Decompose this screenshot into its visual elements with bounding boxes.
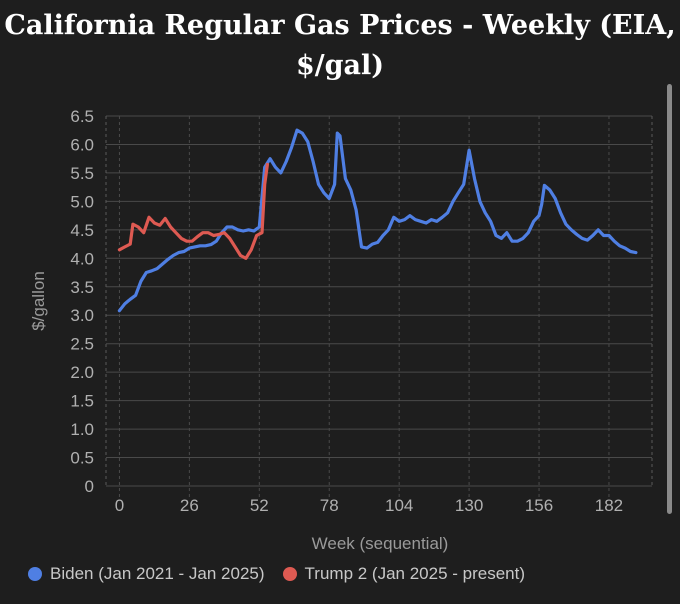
x-tick-label: 52 xyxy=(250,496,269,515)
legend-label-biden: Biden (Jan 2021 - Jan 2025) xyxy=(50,564,265,583)
y-tick-label: 0.5 xyxy=(70,449,94,468)
grid-layer xyxy=(105,115,653,498)
x-tick-label: 104 xyxy=(385,496,413,515)
y-tick-label: 4.0 xyxy=(70,249,94,268)
y-tick-label: 4.5 xyxy=(70,221,94,240)
series-layer xyxy=(117,128,638,313)
y-tick-label: 1.0 xyxy=(70,420,94,439)
y-axis-label: $/gallon xyxy=(29,271,48,331)
y-tick-label: 1.5 xyxy=(70,392,94,411)
chart-title-line-1: California Regular Gas Prices - Weekly (… xyxy=(4,10,676,41)
x-tick-label: 182 xyxy=(595,496,623,515)
y-tick-label: 2.0 xyxy=(70,363,94,382)
x-tick-labels: 0 26 52 78 104 130 156 182 xyxy=(115,496,623,515)
x-axis-label: Week (sequential) xyxy=(312,534,449,553)
y-tick-label: 3.5 xyxy=(70,278,94,297)
y-tick-labels: 0 0.5 1.0 1.5 2.0 2.5 3.0 3.5 4.0 4.5 5.0 5.5 6.0 6.5 xyxy=(70,107,94,496)
y-tick-label: 5.5 xyxy=(70,164,94,183)
legend-swatch-trump xyxy=(282,567,297,581)
legend: Biden (Jan 2021 - Jan 2025) Trump 2 (Jan… xyxy=(28,562,543,586)
x-tick-label: 26 xyxy=(180,496,199,515)
y-tick-label: 2.5 xyxy=(70,335,94,354)
legend-item-biden[interactable]: Biden (Jan 2021 - Jan 2025) xyxy=(28,564,265,584)
x-tick-label: 130 xyxy=(455,496,483,515)
y-tick-label: 6.0 xyxy=(70,135,94,154)
legend-swatch-biden xyxy=(28,567,42,581)
vertical-scrollbar[interactable] xyxy=(667,84,672,514)
legend-label-trump: Trump 2 (Jan 2025 - present) xyxy=(304,564,526,583)
y-tick-label: 6.5 xyxy=(70,107,94,126)
x-tick-label: 0 xyxy=(115,496,124,515)
y-tick-label: 0 xyxy=(85,477,94,496)
chart-title: California Regular Gas Prices - Weekly (… xyxy=(0,6,680,86)
x-tick-label: 156 xyxy=(525,496,553,515)
y-tick-label: 3.0 xyxy=(70,306,94,325)
chart-title-line-2: $/gal) xyxy=(295,50,385,81)
y-tick-label: 5.0 xyxy=(70,192,94,211)
x-tick-label: 78 xyxy=(320,496,339,515)
series-line-biden xyxy=(117,128,638,313)
legend-item-trump[interactable]: Trump 2 (Jan 2025 - present) xyxy=(282,564,526,584)
series-line-trump xyxy=(117,162,269,260)
